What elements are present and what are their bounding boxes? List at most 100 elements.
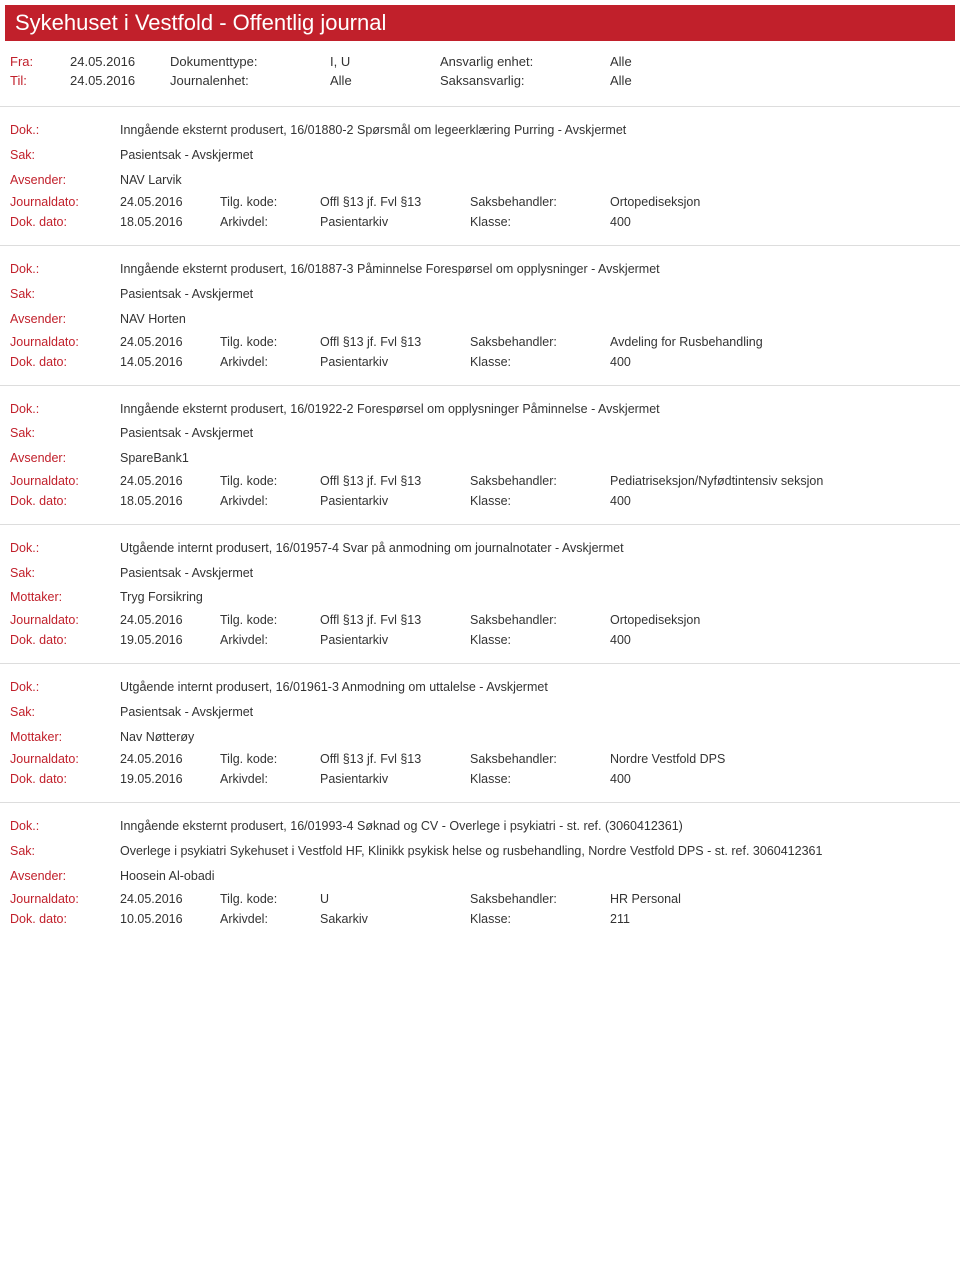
sak-value: Overlege i psykiatri Sykehuset i Vestfol…: [120, 842, 822, 861]
party-line: Avsender:NAV Larvik: [10, 171, 950, 190]
journaldato-value: 24.05.2016: [120, 892, 220, 906]
journalenhet-value: Alle: [330, 73, 440, 88]
sak-value: Pasientsak - Avskjermet: [120, 285, 253, 304]
filter-row: Fra: 24.05.2016 Dokumenttype: I, U Ansva…: [10, 54, 950, 69]
tilgkode-label: Tilg. kode:: [220, 195, 320, 209]
tilgkode-value: Offl §13 jf. Fvl §13: [320, 752, 470, 766]
party-label: Avsender:: [10, 310, 120, 329]
filter-row: Til: 24.05.2016 Journalenhet: Alle Saksa…: [10, 73, 950, 88]
dokdato-label: Dok. dato:: [10, 494, 120, 508]
tilgkode-value: Offl §13 jf. Fvl §13: [320, 474, 470, 488]
sak-label: Sak:: [10, 146, 120, 165]
page-title: Sykehuset i Vestfold - Offentlig journal: [15, 10, 386, 35]
meta-row-1: Journaldato:24.05.2016Tilg. kode:Offl §1…: [10, 613, 950, 627]
journal-record: Dok.:Inngående eksternt produsert, 16/01…: [0, 245, 960, 384]
journaldato-label: Journaldato:: [10, 752, 120, 766]
dokdato-label: Dok. dato:: [10, 912, 120, 926]
arkivdel-label: Arkivdel:: [220, 633, 320, 647]
journal-record: Dok.:Inngående eksternt produsert, 16/01…: [0, 385, 960, 524]
party-label: Mottaker:: [10, 728, 120, 747]
journal-record: Dok.:Utgående internt produsert, 16/0196…: [0, 663, 960, 802]
journal-record: Dok.:Inngående eksternt produsert, 16/01…: [0, 802, 960, 941]
klasse-label: Klasse:: [470, 633, 610, 647]
meta-row-1: Journaldato:24.05.2016Tilg. kode:Offl §1…: [10, 474, 950, 488]
dokdato-value: 10.05.2016: [120, 912, 220, 926]
meta-row-2: Dok. dato:14.05.2016Arkivdel:Pasientarki…: [10, 355, 950, 369]
party-value: Nav Nøtterøy: [120, 728, 194, 747]
party-value: Tryg Forsikring: [120, 588, 203, 607]
journaldato-value: 24.05.2016: [120, 752, 220, 766]
party-line: Avsender:SpareBank1: [10, 449, 950, 468]
klasse-value: 400: [610, 215, 631, 229]
dokdato-value: 19.05.2016: [120, 772, 220, 786]
journaldato-label: Journaldato:: [10, 335, 120, 349]
dokdato-label: Dok. dato:: [10, 772, 120, 786]
arkivdel-label: Arkivdel:: [220, 912, 320, 926]
til-value: 24.05.2016: [70, 73, 170, 88]
dok-line: Dok.:Inngående eksternt produsert, 16/01…: [10, 121, 950, 140]
til-label: Til:: [10, 73, 70, 88]
dok-line: Dok.:Utgående internt produsert, 16/0195…: [10, 539, 950, 558]
journalenhet-label: Journalenhet:: [170, 73, 330, 88]
journaldato-value: 24.05.2016: [120, 474, 220, 488]
arkivdel-label: Arkivdel:: [220, 494, 320, 508]
arkivdel-value: Sakarkiv: [320, 912, 470, 926]
meta-row-2: Dok. dato:10.05.2016Arkivdel:SakarkivKla…: [10, 912, 950, 926]
sak-label: Sak:: [10, 703, 120, 722]
party-value: NAV Horten: [120, 310, 186, 329]
saksbehandler-value: Ortopediseksjon: [610, 195, 700, 209]
journaldato-label: Journaldato:: [10, 613, 120, 627]
journaldato-label: Journaldato:: [10, 195, 120, 209]
page-header: Sykehuset i Vestfold - Offentlig journal: [5, 5, 955, 41]
journaldato-value: 24.05.2016: [120, 613, 220, 627]
tilgkode-value: Offl §13 jf. Fvl §13: [320, 195, 470, 209]
klasse-label: Klasse:: [470, 355, 610, 369]
party-label: Avsender:: [10, 449, 120, 468]
arkivdel-value: Pasientarkiv: [320, 772, 470, 786]
saksbehandler-value: Avdeling for Rusbehandling: [610, 335, 763, 349]
klasse-label: Klasse:: [470, 772, 610, 786]
sak-line: Sak:Pasientsak - Avskjermet: [10, 146, 950, 165]
sak-value: Pasientsak - Avskjermet: [120, 424, 253, 443]
tilgkode-label: Tilg. kode:: [220, 752, 320, 766]
meta-row-1: Journaldato:24.05.2016Tilg. kode:Offl §1…: [10, 335, 950, 349]
party-label: Avsender:: [10, 867, 120, 886]
arkivdel-value: Pasientarkiv: [320, 355, 470, 369]
saksansvarlig-label: Saksansvarlig:: [440, 73, 610, 88]
dokdato-value: 14.05.2016: [120, 355, 220, 369]
fra-value: 24.05.2016: [70, 54, 170, 69]
saksbehandler-value: Nordre Vestfold DPS: [610, 752, 725, 766]
sak-line: Sak:Pasientsak - Avskjermet: [10, 285, 950, 304]
arkivdel-value: Pasientarkiv: [320, 494, 470, 508]
dok-label: Dok.:: [10, 539, 120, 558]
saksbehandler-value: Ortopediseksjon: [610, 613, 700, 627]
meta-row-2: Dok. dato:18.05.2016Arkivdel:Pasientarki…: [10, 215, 950, 229]
arkivdel-value: Pasientarkiv: [320, 633, 470, 647]
saksbehandler-value: Pediatriseksjon/Nyfødtintensiv seksjon: [610, 474, 823, 488]
dok-value: Inngående eksternt produsert, 16/01922-2…: [120, 400, 660, 419]
meta-row-2: Dok. dato:19.05.2016Arkivdel:Pasientarki…: [10, 772, 950, 786]
tilgkode-value: U: [320, 892, 470, 906]
sak-value: Pasientsak - Avskjermet: [120, 146, 253, 165]
saksbehandler-label: Saksbehandler:: [470, 195, 610, 209]
saksbehandler-label: Saksbehandler:: [470, 892, 610, 906]
party-label: Avsender:: [10, 171, 120, 190]
meta-row-1: Journaldato:24.05.2016Tilg. kode:USaksbe…: [10, 892, 950, 906]
sak-label: Sak:: [10, 424, 120, 443]
dok-value: Inngående eksternt produsert, 16/01993-4…: [120, 817, 683, 836]
sak-label: Sak:: [10, 564, 120, 583]
dok-label: Dok.:: [10, 817, 120, 836]
sak-line: Sak:Pasientsak - Avskjermet: [10, 703, 950, 722]
sak-line: Sak:Overlege i psykiatri Sykehuset i Ves…: [10, 842, 950, 861]
fra-label: Fra:: [10, 54, 70, 69]
dok-label: Dok.:: [10, 260, 120, 279]
dokdato-value: 19.05.2016: [120, 633, 220, 647]
party-line: Mottaker:Nav Nøtterøy: [10, 728, 950, 747]
dok-line: Dok.:Inngående eksternt produsert, 16/01…: [10, 260, 950, 279]
party-label: Mottaker:: [10, 588, 120, 607]
ansvarlig-label: Ansvarlig enhet:: [440, 54, 610, 69]
party-line: Avsender:Hoosein Al-obadi: [10, 867, 950, 886]
dokdato-label: Dok. dato:: [10, 633, 120, 647]
dok-value: Inngående eksternt produsert, 16/01887-3…: [120, 260, 660, 279]
meta-row-2: Dok. dato:18.05.2016Arkivdel:Pasientarki…: [10, 494, 950, 508]
